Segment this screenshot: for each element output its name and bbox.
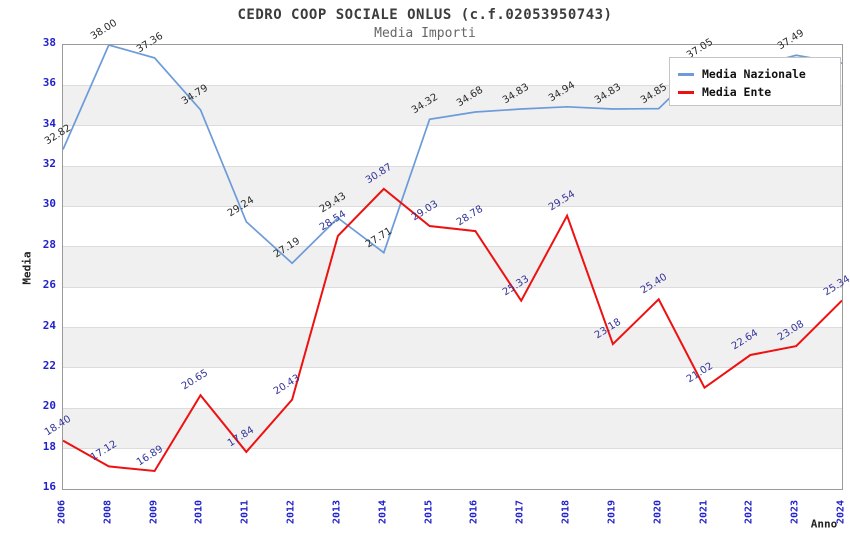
x-tick-label: 2024 [835, 499, 847, 525]
legend-item-media-ente: Media Ente [678, 83, 840, 101]
media-nazionale-line-swatch-icon [678, 72, 694, 76]
y-tick-label: 36 [42, 76, 56, 90]
x-tick-label: 2017 [514, 499, 526, 525]
chart-title: CEDRO COOP SOCIALE ONLUS (c.f.0205395074… [237, 7, 613, 23]
gridline [63, 125, 842, 127]
legend: Media Nazionale Media Ente [669, 57, 841, 106]
series-lines [63, 45, 842, 473]
y-tick-label: 38 [42, 36, 56, 49]
plot-area [62, 44, 843, 490]
gridline [63, 367, 842, 369]
x-tick-label: 2011 [239, 499, 251, 525]
y-tick-label: 32 [42, 157, 56, 171]
gridline [63, 286, 842, 288]
x-tick-label: 2008 [102, 499, 114, 525]
chart-subtitle: Media Importi [374, 26, 476, 41]
legend-label: Media Ente [702, 85, 772, 99]
x-tick-label: 2006 [56, 499, 68, 525]
y-tick-label: 20 [42, 399, 56, 413]
y-tick-label: 16 [42, 480, 56, 493]
x-tick-label: 2023 [789, 499, 801, 525]
legend-item-media-nazionale: Media Nazionale [678, 65, 840, 83]
y-tick-label: 30 [42, 197, 56, 211]
x-tick-label: 2014 [377, 499, 389, 525]
plot-band [63, 408, 842, 449]
plot-band [63, 327, 842, 368]
x-tick-label: 2009 [148, 499, 160, 525]
gridline [63, 327, 842, 329]
x-tick-label: 2018 [560, 499, 572, 525]
x-tick-label: 2019 [606, 499, 618, 525]
y-tick-label: 28 [42, 237, 56, 251]
x-axis-title: Anno [810, 517, 838, 531]
line-media-ente [63, 187, 842, 473]
plot-band [63, 246, 842, 288]
media-ente-line-swatch-icon [678, 90, 694, 94]
x-tick-label: 2010 [193, 499, 205, 525]
y-tick-label: 24 [42, 318, 56, 332]
gridline [63, 246, 842, 248]
plot-band [63, 166, 842, 207]
y-tick-label: 22 [42, 358, 56, 372]
x-tick-label: 2020 [652, 499, 664, 525]
gridline [63, 407, 842, 409]
legend-label: Media Nazionale [702, 67, 806, 81]
y-tick-label: 34 [42, 116, 56, 130]
x-tick-label: 2015 [423, 499, 435, 525]
x-tick-label: 2022 [743, 499, 755, 525]
gridline [63, 448, 842, 450]
x-tick-label: 2016 [468, 499, 480, 525]
y-tick-label: 26 [42, 278, 56, 292]
gridline [63, 165, 842, 167]
x-tick-label: 2013 [331, 499, 343, 525]
x-tick-label: 2012 [285, 499, 297, 525]
gridline [63, 205, 842, 207]
x-tick-label: 2021 [698, 499, 710, 525]
y-tick-label: 18 [42, 439, 56, 453]
gridline [63, 84, 842, 86]
